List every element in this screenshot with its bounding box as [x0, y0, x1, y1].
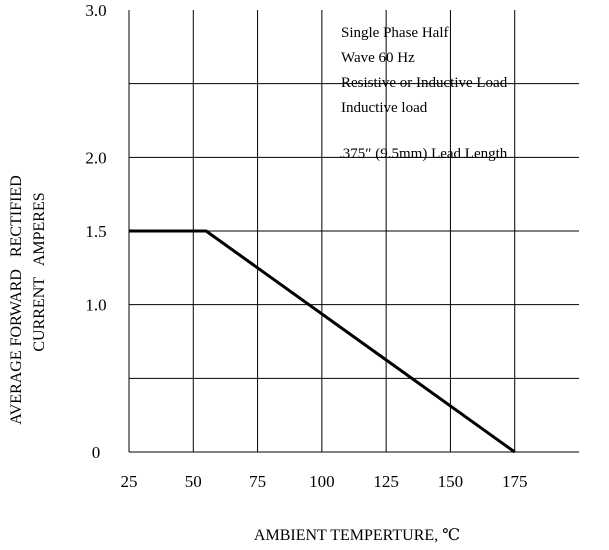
annotation-box: Single Phase Half Wave 60 Hz Resistive o… — [339, 25, 508, 162]
y-axis-title-line-1: AVERAGE FORWARD RECTIFIED — [8, 175, 25, 425]
x-tick-label: 75 — [249, 472, 266, 491]
x-tick-labels: 25 50 75 100 125 150 175 — [121, 472, 528, 491]
y-tick-label: 2.0 — [85, 148, 106, 167]
series-layer — [129, 229, 516, 454]
x-tick-label: 175 — [502, 472, 528, 491]
annotation-line-3: Resistive or Inductive Load — [341, 75, 508, 91]
annotation-line-4: Inductive load — [341, 100, 428, 116]
y-tick-label: 1.0 — [85, 296, 106, 315]
y-tick-label: 1.5 — [85, 222, 106, 241]
series-line — [129, 229, 516, 454]
x-tick-label: 125 — [373, 472, 399, 491]
annotation-line-2: Wave 60 Hz — [341, 50, 415, 66]
y-tick-label: 0 — [92, 443, 101, 462]
annotation-line-1: Single Phase Half — [341, 25, 448, 41]
y-axis-title-line-2: CURRENT AMPERES — [31, 192, 48, 351]
y-tick-labels: 0 1.0 1.5 2.0 3.0 — [85, 1, 106, 462]
x-tick-label: 50 — [185, 472, 202, 491]
x-axis-title: AMBIENT TEMPERTURE, ℃ — [254, 527, 460, 544]
x-tick-label: 100 — [309, 472, 335, 491]
x-tick-label: 25 — [121, 472, 138, 491]
annotation-line-5: .375″ (9.5mm) Lead Length — [339, 146, 508, 162]
y-tick-label: 3.0 — [85, 1, 106, 20]
x-tick-label: 150 — [438, 472, 464, 491]
